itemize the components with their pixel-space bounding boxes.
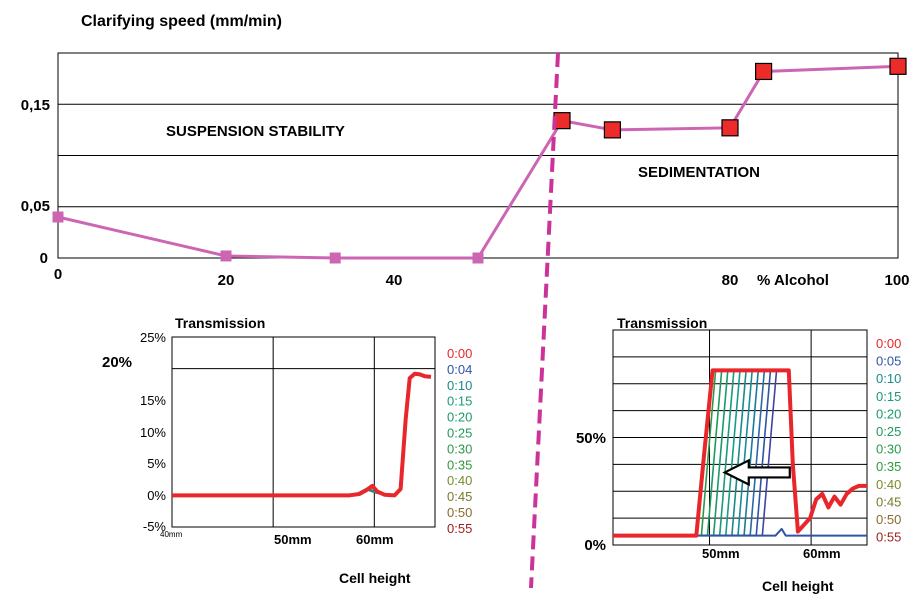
right-legend-item-11: 0:55 (876, 530, 901, 545)
left-transmission-chart: Transmission 25% 20% 15% 10% 5% 0% -5% 4… (102, 315, 472, 586)
left-xtick-50mm: 50mm (274, 532, 312, 547)
left-title: Transmission (175, 315, 265, 331)
main-xlabel: % Alcohol (757, 272, 829, 289)
right-legend-item-7: 0:35 (876, 459, 901, 474)
main-point-1 (220, 250, 232, 262)
right-front-line-9 (613, 369, 790, 537)
main-xtick-40: 40 (386, 272, 403, 289)
right-legend-item-0: 0:00 (876, 336, 901, 351)
left-xlabel: Cell height (339, 570, 411, 586)
left-plot-frame (171, 336, 436, 528)
right-legend: 0:00 0:05 0:10 0:15 0:20 0:25 0:30 0:35 0:40 0:45… (876, 336, 901, 545)
main-ytick-0: 0 (40, 250, 48, 267)
right-legend-item-3: 0:15 (876, 389, 901, 404)
right-legend-item-5: 0:25 (876, 424, 901, 439)
right-legend-item-9: 0:45 (876, 494, 901, 509)
left-legend-item-1: 0:04 (447, 362, 472, 377)
left-scan-line-0 (172, 371, 432, 498)
right-xlabel: Cell height (762, 578, 834, 594)
right-scan-line-0 (613, 368, 867, 538)
main-series-line (57, 64, 899, 260)
right-legend-item-10: 0:50 (876, 512, 901, 527)
left-ytick-25: 25% (140, 330, 166, 345)
left-legend-item-7: 0:35 (447, 457, 472, 472)
left-legend-item-5: 0:25 (447, 426, 472, 441)
right-legend-item-2: 0:10 (876, 371, 901, 386)
left-legend-item-9: 0:45 (447, 489, 472, 504)
left-legend: 0:000:040:100:150:200:250:300:350:400:45… (447, 346, 472, 536)
left-legend-item-11: 0:55 (447, 521, 472, 536)
right-xtick-60mm: 60mm (803, 546, 841, 561)
main-point-5 (603, 121, 622, 139)
main-point-8 (889, 57, 907, 75)
main-series (52, 57, 907, 264)
right-legend-item-4: 0:20 (876, 406, 901, 421)
phase-divider-line (529, 52, 560, 589)
main-ytick-015: 0,15 (21, 97, 50, 114)
left-legend-item-3: 0:15 (447, 394, 472, 409)
region-label-sedimentation: SEDIMENTATION (638, 164, 760, 181)
left-ytick-20-annotation: 20% (102, 354, 132, 371)
main-point-2 (329, 252, 341, 264)
right-series (613, 368, 867, 538)
main-xtick-80: 80 (722, 272, 739, 289)
left-ytick-0: 0% (147, 488, 166, 503)
left-series (172, 371, 432, 498)
main-xtick-0: 0 (54, 266, 62, 283)
main-xtick-20: 20 (218, 272, 235, 289)
main-xtick-100: 100 (884, 272, 909, 289)
right-legend-item-8: 0:40 (876, 477, 901, 492)
right-legend-item-6: 0:30 (876, 442, 901, 457)
right-ytick-0: 0% (584, 537, 606, 554)
right-ytick-50: 50% (576, 430, 606, 447)
left-legend-item-0: 0:00 (447, 346, 472, 361)
main-point-7 (754, 62, 773, 81)
right-legend-item-1: 0:05 (876, 354, 901, 369)
main-point-6 (721, 119, 739, 137)
sedimentation-direction-arrow (722, 458, 791, 487)
left-xtick-40mm: 40mm (160, 530, 183, 539)
left-legend-item-8: 0:40 (447, 473, 472, 488)
left-legend-item-4: 0:20 (447, 410, 472, 425)
region-label-suspension: SUSPENSION STABILITY (166, 123, 345, 140)
main-point-3 (472, 252, 484, 264)
main-title: Clarifying speed (mm/min) (81, 13, 282, 30)
left-legend-item-2: 0:10 (447, 378, 472, 393)
right-title: Transmission (617, 315, 707, 331)
left-ytick-minus5: -5% (143, 519, 167, 534)
left-xtick-60mm: 60mm (356, 532, 394, 547)
left-legend-item-6: 0:30 (447, 441, 472, 456)
main-chart: Clarifying speed (mm/min) 0,15 0,05 0 0 … (21, 13, 910, 289)
right-scan-line-1 (613, 527, 867, 537)
main-ytick-005: 0,05 (21, 198, 50, 215)
left-ytick-10: 10% (140, 425, 166, 440)
right-xtick-50mm: 50mm (702, 546, 740, 561)
left-ytick-5: 5% (147, 456, 166, 471)
left-ytick-15: 15% (140, 393, 166, 408)
main-gridlines (58, 103, 898, 208)
main-point-0 (52, 211, 64, 223)
left-legend-item-10: 0:50 (447, 505, 472, 520)
left-gridlines (172, 337, 435, 527)
right-transmission-chart: Transmission 50% 0% 50mm 60mm Cell heigh… (576, 315, 901, 594)
